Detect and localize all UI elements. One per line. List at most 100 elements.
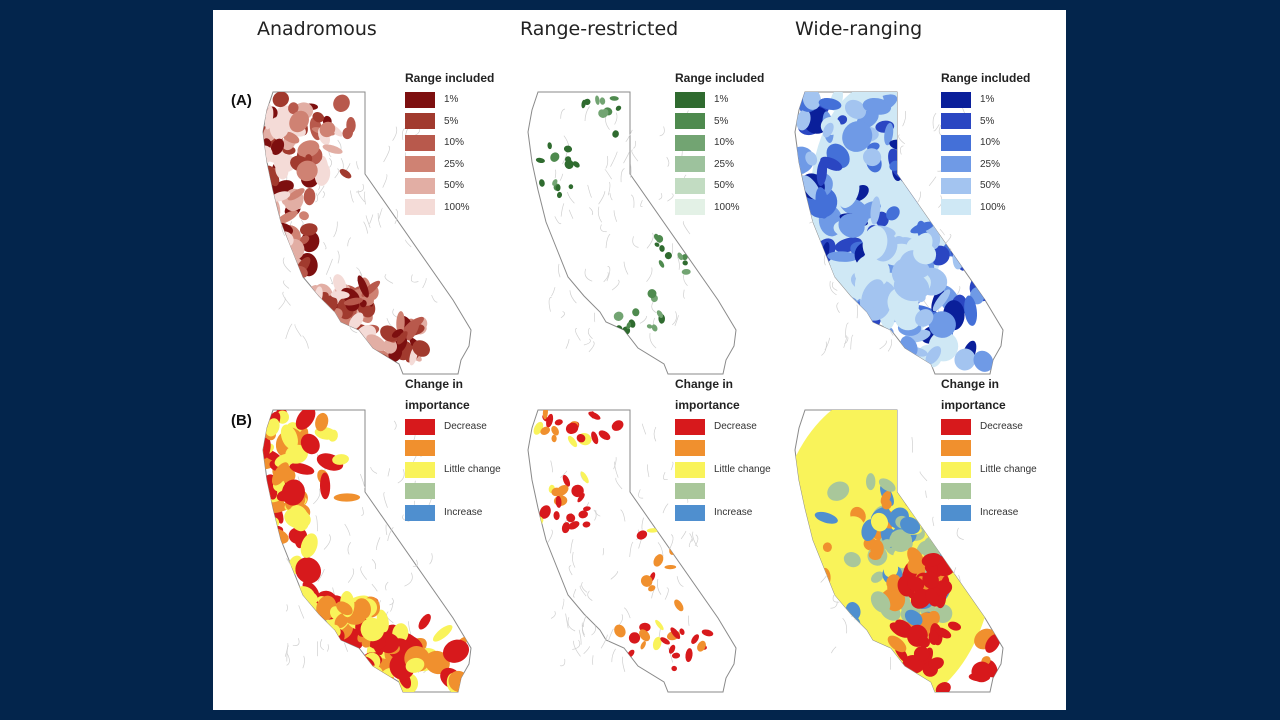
legend-label: Little change xyxy=(714,464,771,476)
legend-row: 50% xyxy=(675,175,764,197)
map-patch xyxy=(288,102,299,114)
map-patch xyxy=(289,462,315,475)
legend-row: Decrease xyxy=(941,416,1037,438)
map-patch xyxy=(656,310,664,318)
legend-swatch xyxy=(941,156,971,173)
map-patch xyxy=(654,242,660,247)
map-patch xyxy=(795,224,817,250)
map-patch xyxy=(827,481,850,501)
map-patch xyxy=(307,306,325,325)
map-patch xyxy=(660,637,670,645)
legend-row: 25% xyxy=(675,154,764,176)
map-patch xyxy=(659,245,665,252)
map-patch xyxy=(313,308,324,328)
map-patch xyxy=(540,426,551,435)
map-patch xyxy=(562,474,571,487)
map-patch xyxy=(636,530,648,540)
map-patch xyxy=(909,494,933,505)
legend-row: Little change xyxy=(941,459,1037,481)
legend-label: Decrease xyxy=(980,421,1023,433)
legend-title-line2: importance xyxy=(675,398,740,412)
map-patch xyxy=(928,311,956,338)
map-patch xyxy=(271,191,291,202)
map-patch xyxy=(646,324,653,329)
map-patch xyxy=(893,547,912,569)
map-patch xyxy=(317,627,330,648)
map-patch xyxy=(810,335,833,354)
map-patch xyxy=(800,175,821,201)
map-patch xyxy=(550,152,560,162)
map-patch xyxy=(795,289,806,313)
legend-swatch xyxy=(405,418,435,435)
map-patch xyxy=(564,159,574,169)
map-patch xyxy=(396,311,405,335)
map-patch xyxy=(272,559,293,573)
panel-label-a: (A) xyxy=(231,92,252,109)
map-patch xyxy=(878,478,896,492)
legend-change-range-restricted: Change in importance Decrease Little cha… xyxy=(675,374,771,524)
map-patch xyxy=(628,632,641,644)
map-patch xyxy=(912,92,932,109)
legend-label: Decrease xyxy=(444,421,487,433)
map-patch xyxy=(795,202,811,217)
map-patch xyxy=(849,325,877,350)
map-patch xyxy=(556,191,563,199)
map-patch xyxy=(336,601,353,616)
range-overlay xyxy=(535,95,691,335)
map-patch xyxy=(861,279,885,310)
map-patch xyxy=(918,636,930,648)
map-patch xyxy=(928,657,944,670)
map-patch xyxy=(796,109,811,131)
map-patch xyxy=(971,661,992,683)
map-patch xyxy=(366,334,387,352)
map-range-restricted-change xyxy=(527,409,737,693)
map-patch xyxy=(571,484,584,498)
map-patch xyxy=(332,454,349,465)
legend-swatch xyxy=(941,91,971,108)
map-patch xyxy=(418,613,431,630)
map-patch xyxy=(916,485,930,503)
map-patch xyxy=(925,346,942,365)
legend-swatch xyxy=(405,461,435,478)
legend-label: 100% xyxy=(444,201,470,213)
map-patch xyxy=(866,473,876,491)
map-patch xyxy=(674,599,684,612)
map-patch xyxy=(658,260,665,268)
panel-label-b: (B) xyxy=(231,412,252,429)
legend-swatch xyxy=(405,440,435,457)
map-patch xyxy=(883,561,899,578)
map-patch xyxy=(403,316,425,332)
legend-label: 5% xyxy=(980,115,995,127)
map-patch xyxy=(664,564,677,570)
legend-swatch xyxy=(675,461,705,478)
map-patch xyxy=(330,290,350,299)
map-patch xyxy=(265,580,278,594)
map-patch xyxy=(609,96,619,101)
map-patch xyxy=(319,121,336,138)
legend-row: 100% xyxy=(675,197,764,219)
map-patch xyxy=(273,153,291,169)
map-patch xyxy=(954,348,976,371)
legend-row xyxy=(405,438,501,460)
map-patch xyxy=(828,619,845,636)
map-patch xyxy=(581,99,586,109)
map-patch xyxy=(296,160,318,182)
legend-swatch xyxy=(675,134,705,151)
map-patch xyxy=(270,245,292,257)
map-patch xyxy=(913,646,930,662)
map-patch xyxy=(843,552,861,568)
map-patch xyxy=(274,262,284,276)
legend-swatch xyxy=(675,440,705,457)
map-patch xyxy=(800,264,813,286)
map-patch xyxy=(956,232,983,259)
map-patch xyxy=(966,229,980,244)
map-patch xyxy=(289,110,309,133)
map-patch xyxy=(802,92,821,110)
map-patch xyxy=(664,252,672,260)
legend-swatch xyxy=(405,91,435,108)
column-title-range-restricted: Range-restricted xyxy=(520,18,679,40)
map-patch xyxy=(962,222,979,235)
map-patch xyxy=(974,224,993,240)
column-title-wide-ranging: Wide-ranging xyxy=(795,18,923,40)
map-patch xyxy=(893,272,930,302)
